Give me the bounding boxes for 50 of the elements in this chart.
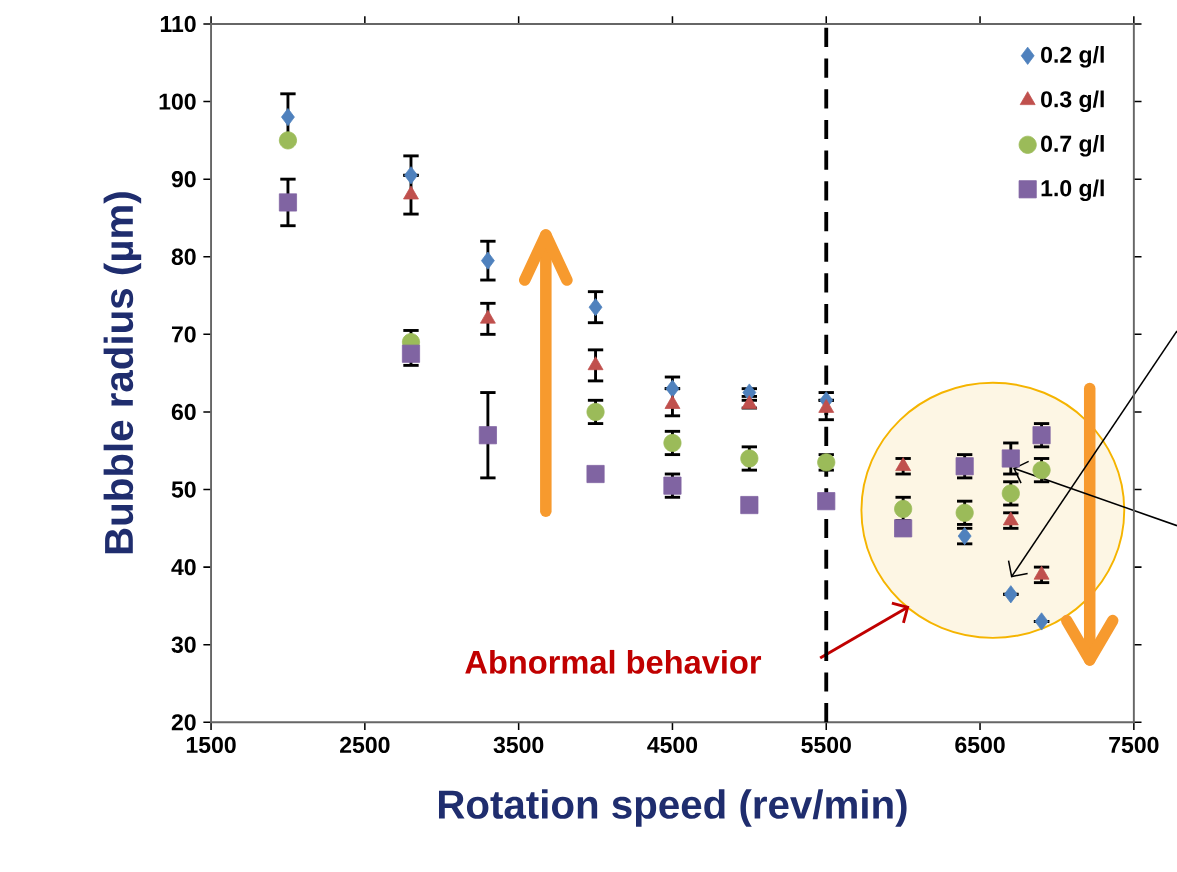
point: [740, 496, 759, 515]
x-tick-label: 7500: [1109, 736, 1159, 754]
y-tick-label: 50: [171, 481, 196, 498]
point: [665, 379, 680, 398]
point: [1003, 585, 1018, 604]
x-tick-label: 4500: [647, 736, 698, 754]
x-tick-label: 6500: [955, 736, 1005, 754]
point: [955, 457, 974, 476]
y-tick-label: 80: [171, 248, 196, 265]
point: [955, 503, 974, 522]
point: [404, 166, 418, 185]
point: [587, 356, 604, 371]
point: [281, 108, 295, 127]
point: [1032, 461, 1051, 480]
point: [278, 131, 297, 150]
point: [663, 433, 682, 453]
y-tick-label: 100: [159, 93, 196, 110]
point: [586, 465, 605, 484]
point: [478, 426, 497, 445]
point: [481, 251, 495, 270]
legend-label: 0.2 g/l: [1041, 46, 1104, 68]
y-tick-label: 40: [171, 559, 196, 576]
x-tick-label: 5500: [801, 736, 851, 754]
y-axis-title: Bubble radius (µm): [103, 192, 142, 554]
point: [588, 298, 603, 317]
y-tick-label: 110: [160, 15, 196, 33]
legend-label: 0.3 g/l: [1041, 90, 1104, 113]
legend-label: 1.0 g/l: [1041, 179, 1104, 202]
point: [1001, 449, 1020, 468]
x-tick-label: 3500: [493, 736, 544, 754]
point: [663, 476, 682, 495]
y-tick-label: 30: [171, 636, 196, 653]
point: [894, 499, 913, 518]
point: [894, 519, 913, 538]
point: [1032, 426, 1051, 445]
point: [1034, 612, 1049, 631]
x-axis-title: Rotation speed (rev/min): [438, 789, 907, 827]
legend-label: 0.7 g/l: [1041, 135, 1104, 157]
y-tick-label: 20: [171, 714, 196, 731]
point: [740, 449, 759, 468]
point: [278, 193, 297, 212]
point: [586, 402, 605, 421]
x-tick-label: 1500: [186, 736, 236, 754]
x-tick-label: 2500: [340, 736, 390, 754]
y-tick-label: 70: [171, 326, 196, 343]
y-tick-label: 60: [171, 403, 196, 421]
y-tick-label: 90: [171, 171, 196, 188]
point: [817, 492, 836, 511]
annotation: Abnormal behavior: [465, 649, 762, 674]
point: [1001, 484, 1020, 503]
